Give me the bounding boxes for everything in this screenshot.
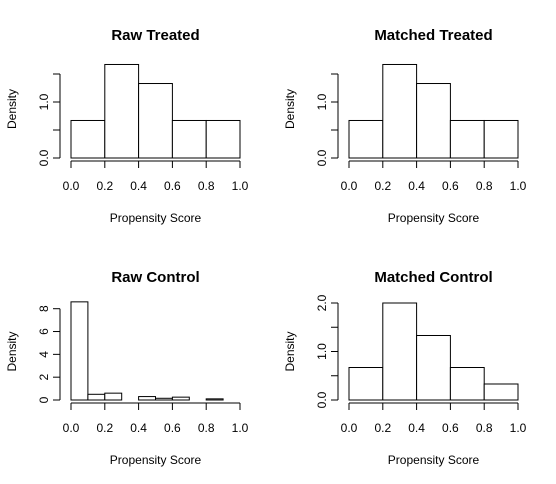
panel-3-bar-6 [155, 397, 173, 401]
panel-2-x-tick-label-6: 1.0 [510, 179, 527, 193]
panel-2-x-tick-label-3: 0.4 [408, 179, 425, 193]
panel-1-bar-3 [138, 83, 173, 159]
panel-1-x-tick-label-1: 0.0 [63, 179, 80, 193]
panel-4-bar-5 [483, 383, 519, 401]
panel-2-title: Matched Treated [374, 27, 492, 44]
panel-4-bar-3 [416, 334, 451, 401]
panel-3-bar-2 [87, 393, 106, 401]
panel-2-xlabel: Propensity Score [388, 211, 480, 225]
panel-1-y-tick-label-2: 1.0 [37, 93, 51, 110]
panel-1-xlabel: Propensity Score [110, 211, 202, 225]
panel-4-x-tick-label-5: 0.8 [476, 421, 493, 435]
panel-4-x-tick-label-6: 1.0 [510, 421, 527, 435]
panel-4-x-tick-label-4: 0.6 [442, 421, 459, 435]
panel-4-xlabel: Propensity Score [388, 453, 480, 467]
panel-2-bar-1 [348, 119, 384, 159]
panel-1-y-tick-label-1: 0.0 [37, 149, 51, 166]
panel-1-bar-5 [205, 119, 241, 159]
panel-3-bar-7 [171, 396, 190, 401]
panel-2-x-tick-label-2: 0.2 [374, 179, 391, 193]
panel-3-bar-1 [70, 301, 89, 401]
panel-3-bar-3 [104, 392, 123, 401]
panel-2-x-tick-label-1: 0.0 [341, 179, 358, 193]
panel-3-x-tick-label-1: 0.0 [63, 421, 80, 435]
panel-3-y-tick-label-5: 8 [37, 305, 51, 312]
panel-1-x-tick-label-4: 0.6 [164, 179, 181, 193]
panel-3-y-tick-label-1: 0 [37, 396, 51, 403]
panel-1-ylabel: Density [5, 89, 19, 129]
panel-2-bar-5 [483, 119, 519, 159]
panel-3-x-tick-label-4: 0.6 [164, 421, 181, 435]
panel-2-bar-4 [449, 119, 485, 159]
panel-1-bar-4 [171, 119, 207, 159]
panel-1-bar-2 [104, 63, 140, 159]
panel-3-title: Raw Control [111, 269, 199, 286]
panel-3-ylabel: Density [5, 331, 19, 371]
panel-4-bar-1 [348, 367, 384, 401]
panel-1-x-tick-label-5: 0.8 [198, 179, 215, 193]
panel-4-y-tick-label-2: 1.0 [315, 343, 329, 360]
panel-3-x-tick-label-6: 1.0 [232, 421, 249, 435]
panel-1-x-tick-label-6: 1.0 [232, 179, 249, 193]
panel-2-bar-2 [382, 63, 418, 159]
panel-3-y-tick-label-4: 6 [37, 328, 51, 335]
panel-3-y-tick-label-3: 4 [37, 351, 51, 358]
panel-3-x-tick-label-2: 0.2 [96, 421, 113, 435]
panel-4-ylabel: Density [283, 331, 297, 371]
panel-1-title: Raw Treated [111, 27, 199, 44]
panel-4-title: Matched Control [374, 269, 492, 286]
panel-4-bar-4 [449, 367, 485, 401]
panel-2-y-tick-label-2: 1.0 [315, 93, 329, 110]
panel-3-y-tick-label-2: 2 [37, 374, 51, 381]
panel-2-x-tick-label-5: 0.8 [476, 179, 493, 193]
panel-3-x-tick-label-3: 0.4 [130, 421, 147, 435]
panel-1-x-tick-label-2: 0.2 [96, 179, 113, 193]
panel-3-bar-5 [138, 396, 157, 401]
panel-2-y-tick-label-1: 0.0 [315, 149, 329, 166]
panel-4-y-tick-label-3: 2.0 [315, 294, 329, 311]
panel-4-bar-2 [382, 302, 418, 401]
panel-1-bar-1 [70, 119, 106, 159]
panel-4-x-tick-label-1: 0.0 [341, 421, 358, 435]
panel-2-ylabel: Density [283, 89, 297, 129]
panel-1-x-tick-label-3: 0.4 [130, 179, 147, 193]
panel-3-bar-9 [205, 398, 224, 401]
panel-4-x-tick-label-2: 0.2 [374, 421, 391, 435]
panel-4-x-tick-label-3: 0.4 [408, 421, 425, 435]
panel-2-bar-3 [416, 83, 451, 159]
panel-4-y-tick-label-1: 0.0 [315, 391, 329, 408]
panel-3-xlabel: Propensity Score [110, 453, 202, 467]
panel-3-x-tick-label-5: 0.8 [198, 421, 215, 435]
panel-2-x-tick-label-4: 0.6 [442, 179, 459, 193]
